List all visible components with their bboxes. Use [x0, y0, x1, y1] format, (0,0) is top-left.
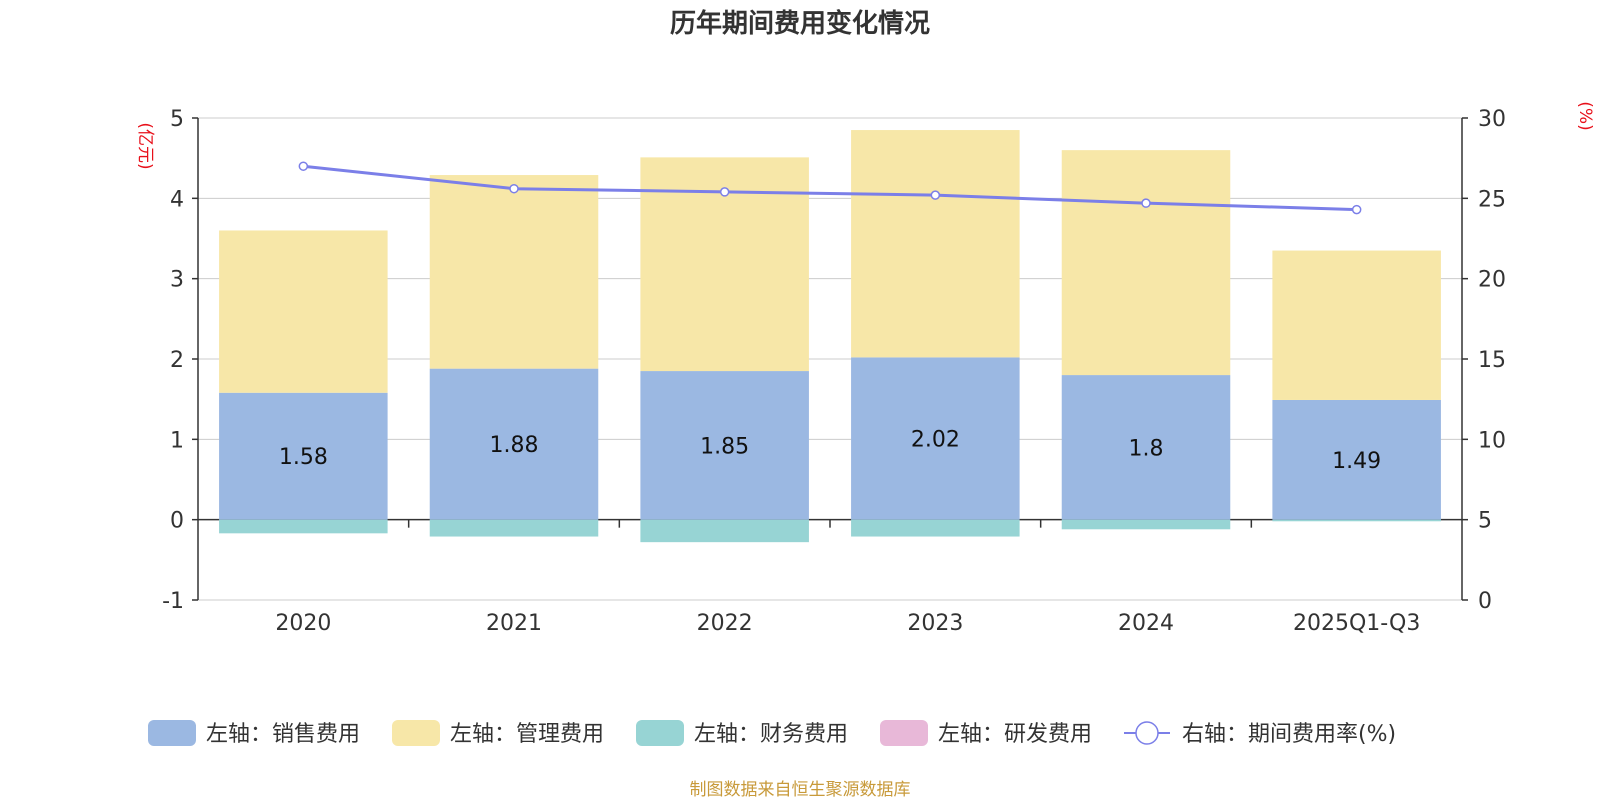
axes: -1 0 1 2 3 4 5 0 5 10 15 20 25 30 2020 2021 2022 2023 2024… [162, 107, 1506, 636]
left-tick-label: 3 [170, 268, 184, 293]
bar-value-label: 2.02 [911, 428, 960, 453]
bar-value-label: 1.58 [279, 445, 328, 470]
bar-segment [429, 519, 599, 537]
expense-rate-polyline [303, 164, 1357, 212]
expense-rate-line [298, 161, 1362, 215]
legend-swatch [636, 720, 684, 746]
right-tick-label: 25 [1478, 187, 1506, 212]
legend-item[interactable]: 左轴：财务费用 [636, 720, 848, 747]
legend-swatch [148, 720, 196, 746]
bars [219, 130, 1441, 543]
legend-item[interactable]: 左轴：销售费用 [148, 720, 360, 747]
legend-label: 左轴：研发费用 [938, 722, 1092, 747]
category-label: 2020 [275, 611, 331, 636]
bar-segment [1061, 150, 1231, 376]
right-tick-label: 15 [1478, 348, 1506, 373]
expense-rate-point [1351, 204, 1362, 215]
right-tick-label: 20 [1478, 268, 1506, 293]
category-label: 2022 [697, 611, 753, 636]
bar-value-label: 1.49 [1332, 449, 1381, 474]
bar-value-label: 1.88 [490, 433, 539, 458]
bar-segment [851, 130, 1020, 358]
category-label: 2021 [486, 611, 542, 636]
legend-item[interactable]: 左轴：研发费用 [880, 720, 1092, 747]
bar-segment [429, 175, 599, 369]
bar-segment [851, 357, 1020, 520]
category-label: 2024 [1118, 611, 1174, 636]
left-tick-label: 4 [170, 187, 184, 212]
bar-segment [640, 371, 809, 520]
legend-marker [1135, 721, 1159, 745]
bar-segment [1272, 250, 1441, 400]
legend-swatch [880, 720, 928, 746]
bar-labels: 1.58 1.88 1.85 2.02 1.8 1.49 [279, 428, 1381, 474]
expense-rate-point [930, 190, 941, 200]
data-source-note: 制图数据来自恒生聚源数据库 [690, 780, 911, 800]
right-tick-label: 30 [1478, 107, 1506, 132]
legend-item[interactable]: 左轴：管理费用 [392, 720, 604, 747]
bar-value-label: 1.8 [1129, 436, 1164, 461]
legend-label: 左轴：管理费用 [450, 722, 604, 747]
category-label: 2025Q1-Q3 [1293, 611, 1420, 636]
expense-rate-point [298, 161, 309, 171]
legend[interactable]: 左轴：销售费用 左轴：管理费用 左轴：财务费用 左轴：研发费用 右轴：期间费用率(%) [148, 720, 1396, 747]
legend-label: 左轴：销售费用 [206, 722, 360, 747]
bar-segment [1272, 399, 1441, 520]
expense-rate-point [719, 187, 730, 197]
legend-label: 左轴：财务费用 [694, 722, 848, 747]
right-axis-unit: (%) [1575, 101, 1595, 130]
category-label: 2023 [907, 611, 963, 636]
legend-label: 右轴：期间费用率(%) [1182, 722, 1396, 747]
bar-segment [1272, 519, 1441, 522]
left-axis-unit: (亿元) [135, 122, 155, 169]
expense-rate-point [1141, 198, 1151, 208]
left-tick-label: 2 [170, 348, 184, 373]
expense-rate-point [509, 183, 519, 194]
left-tick-label: 1 [170, 428, 184, 453]
bar-segment [219, 230, 388, 393]
right-tick-label: 10 [1478, 428, 1506, 453]
bar-segment [219, 519, 388, 534]
bar-segment [851, 519, 1020, 537]
bar-segment [1061, 375, 1231, 520]
chart-title: 历年期间费用变化情况 [670, 8, 930, 39]
bar-segment [1061, 519, 1231, 530]
bar-segment [219, 392, 388, 520]
bar-value-label: 1.85 [700, 434, 749, 459]
bar-segment [640, 519, 809, 543]
right-tick-label: 5 [1478, 509, 1492, 534]
legend-item[interactable]: 右轴：期间费用率(%) [1124, 721, 1396, 747]
legend-swatch [392, 720, 440, 746]
left-tick-label: -1 [162, 589, 184, 614]
bar-segment [429, 368, 599, 520]
left-tick-label: 5 [170, 107, 184, 132]
right-tick-label: 0 [1478, 589, 1492, 614]
left-tick-label: 0 [170, 509, 184, 534]
